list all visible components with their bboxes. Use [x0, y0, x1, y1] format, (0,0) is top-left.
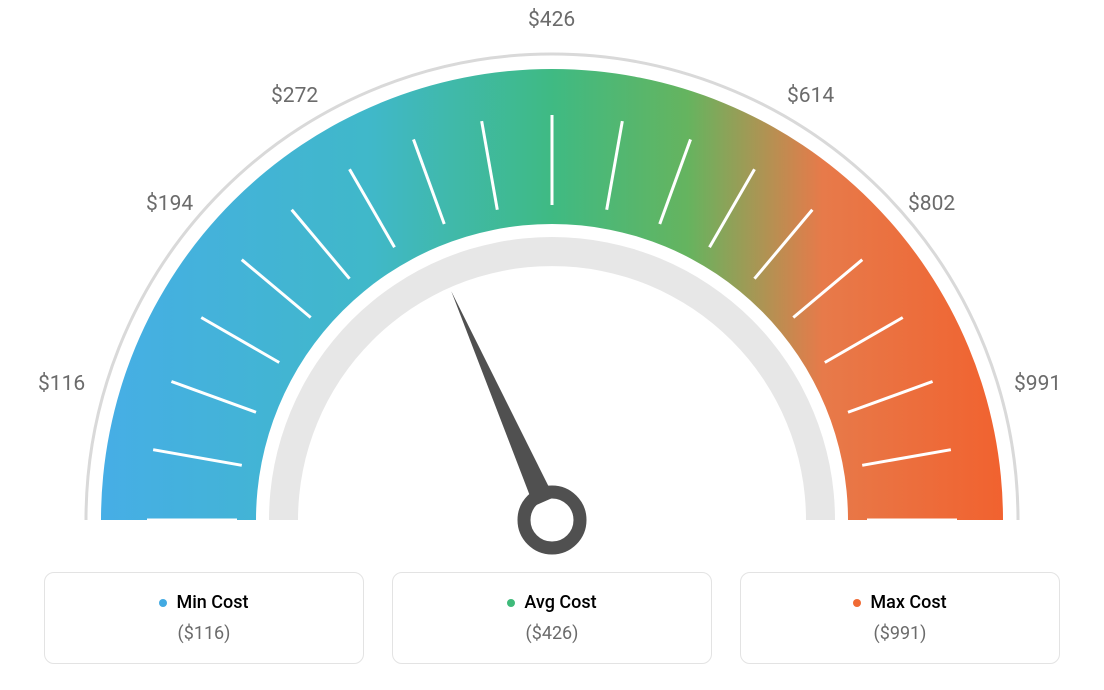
dot-icon	[853, 599, 861, 607]
legend-card-max: Max Cost ($991)	[740, 572, 1060, 664]
dot-icon	[159, 599, 167, 607]
legend-label: Min Cost	[176, 592, 248, 613]
legend-value-min: ($116)	[178, 623, 231, 644]
gauge-tick-label: $116	[38, 372, 85, 396]
legend-title-avg: Avg Cost	[507, 592, 596, 613]
legend-label: Avg Cost	[524, 592, 596, 613]
gauge-svg	[0, 0, 1104, 560]
gauge-tick-label: $802	[908, 192, 955, 216]
legend-title-min: Min Cost	[159, 592, 248, 613]
gauge-area: $116 $194 $272 $426 $614 $802 $991	[0, 0, 1104, 560]
legend-title-max: Max Cost	[853, 592, 946, 613]
legend-value-max: ($991)	[874, 623, 927, 644]
legend-value-avg: ($426)	[526, 623, 579, 644]
gauge-chart-container: $116 $194 $272 $426 $614 $802 $991 Min Cost ($…	[0, 0, 1104, 690]
gauge-tick-label: $614	[787, 84, 834, 108]
legend-row: Min Cost ($116) Avg Cost ($426) Max Cost…	[0, 572, 1104, 664]
dot-icon	[507, 599, 515, 607]
gauge-tick-label: $991	[1014, 372, 1061, 396]
gauge-tick-label: $272	[271, 84, 318, 108]
legend-card-avg: Avg Cost ($426)	[392, 572, 712, 664]
legend-label: Max Cost	[870, 592, 946, 613]
gauge-tick-label: $426	[528, 8, 575, 32]
gauge-tick-label: $194	[146, 192, 193, 216]
legend-card-min: Min Cost ($116)	[44, 572, 364, 664]
